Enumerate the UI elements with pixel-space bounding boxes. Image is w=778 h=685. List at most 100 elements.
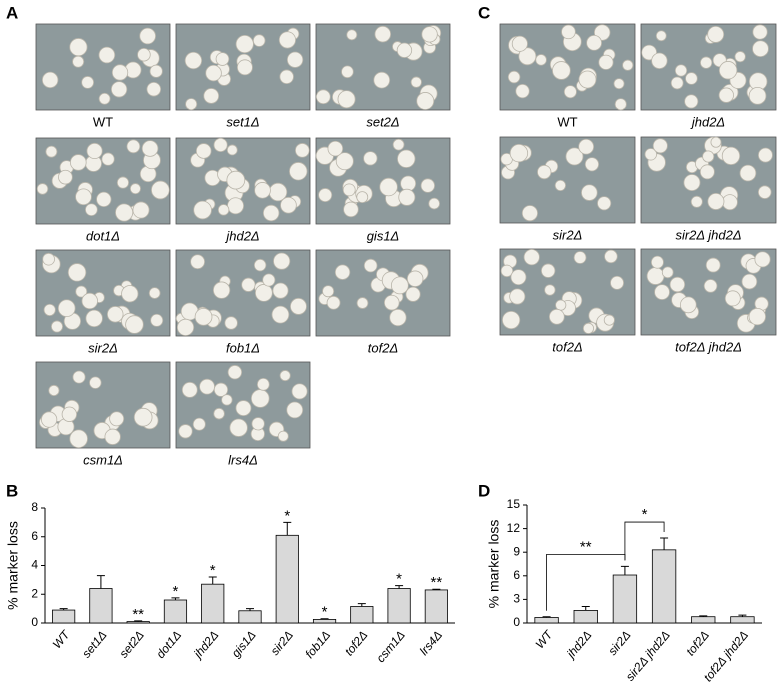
colony [184, 51, 203, 70]
colony [343, 201, 359, 218]
colony [67, 263, 87, 282]
colony [548, 308, 565, 325]
colony [289, 162, 308, 181]
y-tick-label: 15 [507, 497, 521, 511]
colony [544, 284, 556, 296]
colony [279, 69, 294, 85]
colony [150, 313, 164, 327]
colony [754, 251, 771, 268]
x-tick-label: csm1Δ [373, 628, 407, 665]
colony [149, 64, 163, 78]
colony [718, 61, 738, 80]
x-tick-label: tof2Δ [342, 628, 371, 659]
bar [387, 588, 411, 624]
colony-photo [175, 249, 311, 337]
colony [578, 70, 597, 89]
colony [614, 98, 627, 111]
colony [226, 144, 238, 156]
error-bar [620, 565, 629, 576]
colony [509, 143, 529, 163]
colony [215, 52, 230, 66]
colony [224, 316, 238, 330]
photo-label: fob1Δ [226, 340, 260, 355]
y-tick-label: 2 [31, 586, 38, 600]
colony [397, 149, 416, 168]
photo-label: lrs4Δ [228, 452, 258, 467]
x-tick-label: fob1Δ [302, 628, 333, 661]
y-tick-label: 0 [513, 615, 520, 629]
photo-label: jhd2Δ [224, 228, 259, 243]
bar [350, 606, 374, 624]
colony [58, 169, 73, 185]
error-bar [320, 618, 329, 620]
colony [116, 176, 130, 189]
bar [612, 574, 638, 624]
error-bar [171, 597, 180, 600]
colony [236, 59, 253, 76]
colony [253, 258, 267, 272]
colony [290, 297, 307, 315]
photo-label: sir2Δ [553, 227, 583, 242]
bar [534, 617, 559, 624]
colony-photo [315, 249, 451, 337]
colony [125, 315, 144, 334]
colony [111, 64, 129, 81]
y-tick-label: 6 [31, 529, 38, 543]
colony [421, 26, 438, 43]
colony-photo [315, 23, 451, 111]
colony [271, 305, 290, 324]
colony [734, 51, 746, 63]
colony [69, 429, 88, 449]
y-axis-title: % marker loss [486, 520, 502, 609]
colony [661, 266, 674, 279]
colony [710, 136, 722, 148]
colony [374, 25, 392, 43]
colony [584, 157, 600, 172]
x-tick-label: sir2Δ [268, 628, 296, 658]
colony [334, 264, 351, 280]
colony [106, 306, 124, 323]
colony [213, 382, 229, 397]
colony [390, 276, 409, 295]
colony-photo [35, 23, 171, 111]
colony [537, 164, 552, 180]
error-bar [134, 620, 143, 622]
colony [217, 204, 230, 216]
error-bar [699, 615, 708, 617]
error-bar [96, 575, 105, 589]
colony [205, 64, 222, 82]
y-tick-label: 3 [513, 592, 520, 606]
colony [194, 308, 213, 326]
colony [254, 284, 273, 302]
colony [511, 35, 528, 52]
photo-label: dot1Δ [86, 228, 120, 243]
colony [199, 378, 215, 395]
colony [707, 192, 725, 210]
bar [730, 616, 755, 624]
colony [195, 143, 212, 159]
colony [573, 251, 587, 264]
colony [151, 180, 170, 200]
colony [48, 384, 60, 396]
colony [42, 252, 55, 266]
colony [363, 151, 378, 166]
colony [644, 148, 658, 161]
colony [148, 287, 161, 299]
significance-mark: * [322, 604, 328, 621]
y-tick-label: 8 [31, 500, 38, 514]
colony-photo [175, 361, 311, 449]
colony [36, 183, 49, 195]
y-tick-label: 9 [513, 544, 520, 558]
photo-label: set1Δ [226, 114, 259, 129]
colony [227, 365, 243, 380]
colony-photo [315, 137, 451, 225]
error-bar [660, 537, 669, 550]
colony [286, 401, 304, 419]
colony [213, 137, 228, 153]
colony [718, 87, 734, 103]
colony [383, 294, 400, 311]
colony [379, 177, 398, 197]
colony [326, 295, 341, 310]
comparison-bracket [624, 521, 665, 561]
colony-photo [640, 136, 777, 224]
